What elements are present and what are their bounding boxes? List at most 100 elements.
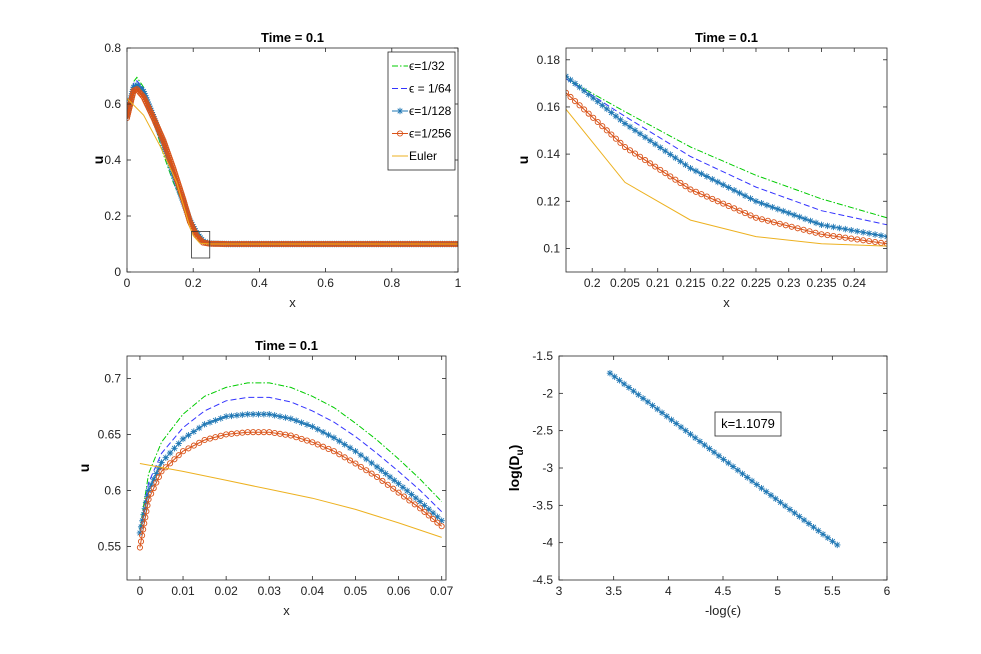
legend-entry-0: ϵ=1/32 (409, 59, 445, 73)
x-tick-label: 0.07 (430, 584, 454, 598)
series-point-3 (612, 135, 619, 142)
series-line-4 (139, 463, 442, 538)
y-tick-label: 0.55 (98, 539, 122, 553)
series-point-3 (617, 139, 624, 146)
series-point-2 (166, 158, 173, 165)
series-point-2 (703, 173, 711, 180)
x-tick-label: 3 (556, 584, 563, 598)
series-point-0 (744, 474, 751, 481)
series-point-0 (696, 438, 704, 445)
y-tick-label: 0.4 (104, 153, 121, 167)
series-point-3 (736, 207, 743, 214)
series-point-3 (806, 228, 813, 235)
series-point-2 (287, 415, 295, 422)
series-point-2 (404, 487, 411, 495)
series-point-2 (395, 480, 402, 487)
series-point-3 (196, 236, 203, 243)
x-tick-label: 4.5 (715, 584, 732, 598)
x-tick-label: 0.23 (777, 276, 801, 290)
series-point-3 (384, 481, 391, 488)
legend-entry-2: ϵ=1/128 (409, 104, 452, 118)
series-point-2 (677, 158, 684, 165)
x-tick-label: 0.01 (171, 584, 195, 598)
series-point-2 (736, 189, 743, 197)
series-point-2 (314, 426, 321, 433)
series-point-2 (842, 225, 849, 233)
legend-marker-2 (396, 107, 404, 115)
x-tick-label: 0.2 (185, 276, 202, 290)
y-tick-label: 0.6 (104, 483, 121, 497)
panel-bottom-right: 3 3.5 4 4.5 5 5.5 6 -4.5 -4 -3.5 -3 -2.5 -2 -1.5 -log(… (506, 349, 891, 618)
series-point-2 (140, 511, 147, 518)
series-point-2 (763, 201, 771, 209)
series-point-2 (682, 161, 689, 169)
series-point-2 (741, 192, 749, 199)
series-point-2 (836, 224, 843, 232)
series-point-3 (153, 479, 160, 486)
series-point-2 (244, 411, 251, 418)
series-point-0 (682, 427, 689, 434)
series-point-2 (260, 411, 268, 418)
series-point-2 (854, 228, 861, 235)
series-point-0 (706, 445, 713, 452)
series-point-0 (635, 391, 642, 398)
series-point-0 (763, 488, 770, 495)
series-point-3 (148, 490, 155, 497)
series-point-2 (168, 164, 175, 172)
series-point-2 (408, 491, 415, 498)
y-tick-label: 0.7 (104, 371, 121, 385)
panel-top-right: Time = 0.1 0.2 0.205 0.21 0.215 0.22 0.225 0.23… (515, 30, 888, 310)
axes-box (558, 355, 888, 581)
series-point-2 (168, 166, 176, 174)
series-point-2 (266, 411, 273, 418)
x-tick-label: 0.8 (383, 276, 400, 290)
series-point-2 (206, 419, 214, 426)
series-point-2 (175, 440, 182, 447)
series-point-2 (142, 499, 150, 506)
series-point-2 (139, 517, 146, 524)
x-tick-label: 0.215 (675, 276, 705, 290)
y-tick-label: -2.5 (532, 424, 553, 438)
series-line-2 (566, 75, 887, 238)
series-line-3 (566, 92, 887, 245)
series-point-2 (871, 231, 879, 238)
series-point-0 (715, 452, 723, 460)
series-point-2 (859, 229, 867, 236)
series-point-2 (363, 455, 370, 463)
series-point-0 (781, 502, 789, 510)
series-point-3 (141, 520, 148, 527)
y-tick-label: 0.8 (104, 41, 121, 55)
series-point-2 (698, 170, 705, 177)
series-point-3 (379, 477, 386, 484)
series-point-2 (720, 181, 727, 188)
series-point-3 (642, 157, 649, 164)
series-point-2 (416, 498, 424, 505)
series-point-2 (621, 120, 629, 127)
series-point-2 (617, 116, 624, 124)
series-point-3 (794, 225, 801, 232)
series-point-3 (325, 445, 332, 453)
series-point-0 (725, 459, 732, 467)
series-point-2 (830, 223, 837, 231)
series-point-3 (667, 173, 674, 180)
series-point-3 (142, 514, 149, 521)
series-point-0 (630, 387, 637, 395)
series-point-2 (164, 154, 172, 161)
series-point-3 (145, 496, 152, 503)
panel-top-left: Time = 0.1 0 0.2 0.4 0.6 0.8 1 0 0.2 0.4 0.6 0.8 x u ϵ… (90, 30, 462, 310)
series-point-2 (298, 419, 305, 426)
series-point-3 (421, 508, 428, 515)
series-point-3 (143, 508, 150, 515)
series-point-3 (812, 229, 819, 236)
series-point-3 (136, 544, 143, 551)
series-point-0 (734, 466, 742, 474)
series-point-2 (612, 112, 620, 120)
series-point-2 (667, 151, 674, 158)
x-tick-label: 0 (137, 584, 144, 598)
series-point-3 (212, 434, 219, 441)
y-axis-label: log(Du) (506, 445, 526, 492)
series-point-2 (818, 221, 825, 229)
series-line-4 (127, 98, 458, 245)
series-point-2 (438, 517, 445, 524)
series-point-2 (636, 130, 644, 137)
